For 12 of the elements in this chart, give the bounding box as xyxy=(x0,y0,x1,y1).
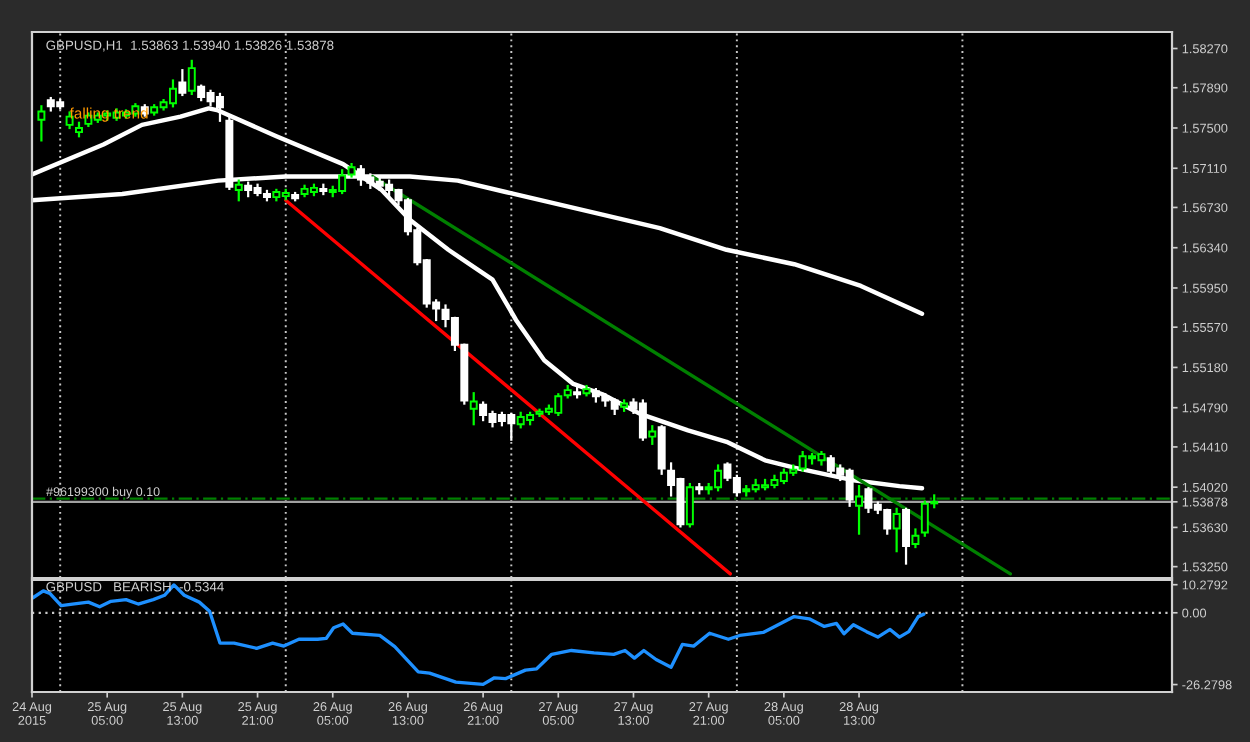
candlestick xyxy=(657,425,666,475)
candlestick xyxy=(902,507,911,565)
candlestick xyxy=(638,399,647,441)
candlestick xyxy=(892,507,901,553)
candlestick xyxy=(469,392,478,426)
line-series xyxy=(32,583,926,687)
candlestick xyxy=(187,59,196,96)
candlestick xyxy=(685,482,694,528)
candlestick xyxy=(234,179,243,202)
candlestick xyxy=(37,105,46,142)
candlestick xyxy=(855,485,864,535)
candlestick xyxy=(178,69,187,97)
